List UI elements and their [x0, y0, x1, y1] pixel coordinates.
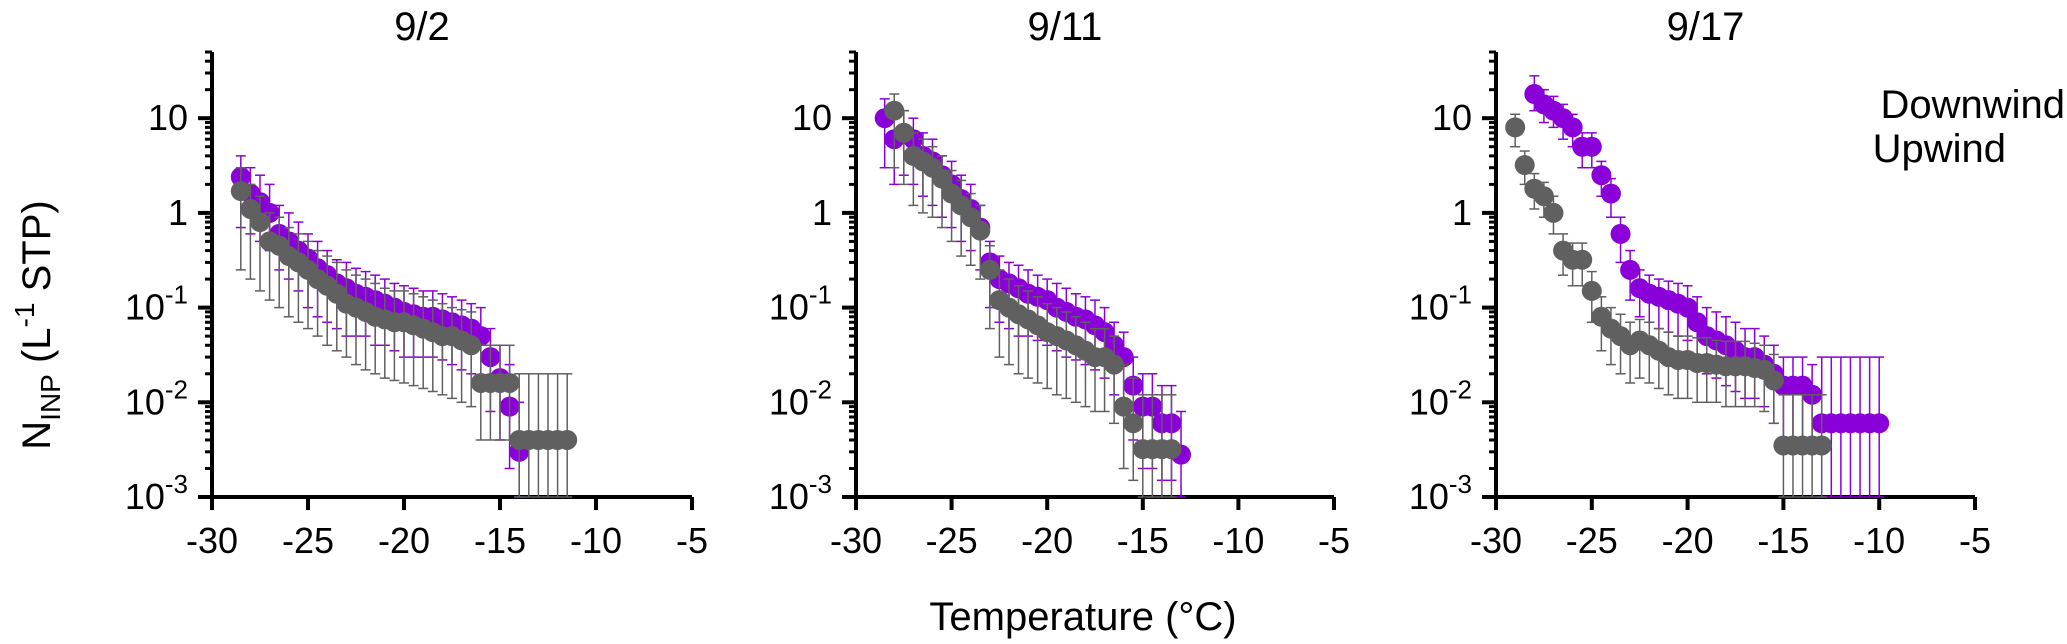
data-point-upwind — [1161, 439, 1182, 460]
series-upwind — [230, 166, 578, 498]
x-tick-label: -20 — [1662, 520, 1714, 561]
data-point-upwind — [979, 259, 1000, 280]
legend-entry-downwind: Downwind — [1880, 83, 2065, 127]
data-point-upwind — [230, 181, 251, 202]
data-point-upwind — [1572, 249, 1593, 270]
ylabel-n: N — [15, 421, 59, 450]
y-tick-label: 10-3 — [125, 469, 188, 517]
data-point-downwind — [1600, 183, 1621, 204]
data-point-upwind — [1505, 117, 1526, 138]
x-tick-label: -30 — [830, 520, 882, 561]
data-point-downwind — [1562, 117, 1583, 138]
data-point-downwind — [1591, 165, 1612, 186]
data-point-downwind — [1610, 223, 1631, 244]
y-tick-label: 10 — [148, 97, 188, 138]
data-point-downwind — [1620, 259, 1641, 280]
data-point-downwind — [1869, 413, 1890, 434]
y-tick-label: 10-1 — [769, 280, 832, 328]
data-point-upwind — [884, 100, 905, 121]
y-tick-label: 10-2 — [1409, 374, 1472, 422]
panel-title: 9/11 — [1028, 5, 1103, 49]
data-point-upwind — [1581, 280, 1602, 301]
data-point-upwind — [1104, 354, 1125, 375]
data-point-upwind — [1811, 435, 1832, 456]
x-tick-label: -20 — [1021, 520, 1073, 561]
y-axis-label: NINP (L-1 STP) — [9, 200, 66, 449]
x-tick-label: -10 — [1212, 520, 1264, 561]
panel-title: 9/2 — [394, 5, 450, 49]
x-axis-label: Temperature (°C) — [929, 595, 1236, 639]
x-tick-label: -20 — [378, 520, 430, 561]
data-point-upwind — [461, 335, 482, 356]
panel-1: 9/2 -30 -25 -20 -15 -10 -5 10 1 10-1 10-2 10-3 — [125, 5, 708, 561]
x-tick-label: -25 — [282, 520, 334, 561]
x-tick-label: -5 — [676, 520, 708, 561]
panels: 9/2 -30 -25 -20 -15 -10 -5 10 1 10-1 10-2 10-3 9/11 -… — [125, 5, 1991, 561]
data-point-upwind — [557, 429, 578, 450]
x-tick-label: -15 — [474, 520, 526, 561]
data-point-upwind — [1123, 413, 1144, 434]
ylabel-close: STP) — [15, 200, 59, 302]
legend: Downwind Upwind — [1873, 83, 2065, 171]
data-point-upwind — [932, 168, 953, 189]
data-point-upwind — [1543, 202, 1564, 223]
panel-2: 9/11 -30 -25 -20 -15 -10 -5 10 1 10-1 10-2 10-3 — [769, 5, 1350, 561]
data-point-downwind — [1581, 136, 1602, 157]
x-tick-label: -5 — [1318, 520, 1350, 561]
x-tick-label: -30 — [1470, 520, 1522, 561]
panel-title: 9/17 — [1667, 5, 1745, 49]
x-tick-label: -30 — [186, 520, 238, 561]
ylabel-sub: INP — [35, 374, 66, 421]
y-tick-label: 10-1 — [1409, 280, 1472, 328]
series-upwind — [1505, 113, 1832, 498]
data-point-upwind — [1113, 396, 1134, 417]
x-tick-label: -5 — [1959, 520, 1991, 561]
data-point-upwind — [893, 122, 914, 143]
svg-text:NINP (L-1 STP): NINP (L-1 STP) — [9, 200, 66, 449]
data-point-upwind — [970, 220, 991, 241]
y-tick-label: 10-3 — [769, 469, 832, 517]
legend-entry-upwind: Upwind — [1873, 127, 2006, 171]
y-tick-label: 1 — [1452, 192, 1472, 233]
ylabel-sup: -1 — [9, 303, 40, 328]
y-tick-label: 10-2 — [769, 374, 832, 422]
x-tick-label: -15 — [1117, 520, 1169, 561]
y-tick-label: 10 — [1432, 97, 1472, 138]
data-point-upwind — [1533, 186, 1554, 207]
x-tick-label: -10 — [1853, 520, 1905, 561]
series-upwind — [884, 93, 1182, 498]
y-tick-label: 10-2 — [125, 374, 188, 422]
data-point-upwind — [1763, 370, 1784, 391]
data-point-upwind — [1514, 155, 1535, 176]
panel-3: 9/17 -30 -25 -20 -15 -10 -5 10 1 10-1 10-2 10-3 — [1409, 5, 1991, 561]
y-tick-label: 10-1 — [125, 280, 188, 328]
x-tick-label: -15 — [1757, 520, 1809, 561]
ylabel-open: (L — [15, 327, 59, 374]
y-tick-label: 10-3 — [1409, 469, 1472, 517]
x-tick-label: -10 — [570, 520, 622, 561]
data-point-upwind — [499, 372, 520, 393]
x-tick-label: -25 — [926, 520, 978, 561]
data-point-upwind — [250, 212, 270, 233]
y-tick-label: 1 — [812, 192, 832, 233]
y-tick-label: 10 — [792, 97, 832, 138]
y-tick-label: 1 — [168, 192, 188, 233]
data-point-downwind — [1677, 297, 1698, 318]
x-tick-label: -25 — [1566, 520, 1618, 561]
